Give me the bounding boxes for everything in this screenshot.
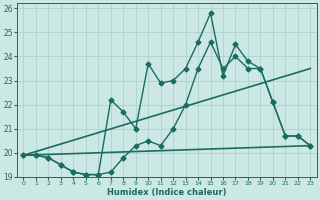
X-axis label: Humidex (Indice chaleur): Humidex (Indice chaleur): [107, 188, 227, 197]
